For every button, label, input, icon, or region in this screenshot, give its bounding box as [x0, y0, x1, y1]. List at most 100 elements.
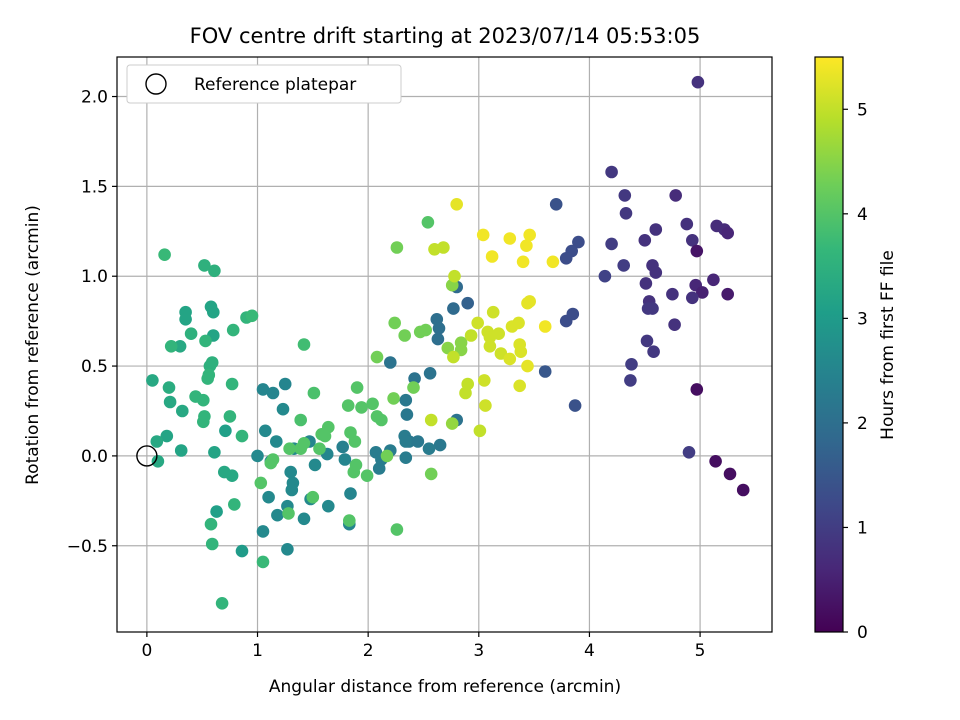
data-point: [450, 198, 464, 211]
data-point: [308, 458, 322, 472]
data-point: [521, 359, 534, 373]
data-point: [431, 332, 445, 346]
data-point: [399, 435, 413, 448]
data-point: [721, 287, 734, 301]
data-point: [424, 467, 438, 481]
data-point: [266, 386, 280, 400]
data-point: [559, 251, 573, 265]
x-tick-label: 1: [252, 641, 263, 661]
data-point: [624, 374, 637, 387]
data-point: [520, 239, 533, 252]
data-point: [197, 393, 210, 407]
data-point: [619, 207, 633, 220]
data-point: [423, 367, 437, 380]
data-point: [641, 302, 655, 315]
data-point: [707, 273, 720, 287]
data-point: [625, 358, 638, 371]
data-point: [297, 437, 311, 450]
data-point: [486, 305, 500, 319]
data-point: [686, 234, 699, 247]
colorbar-tick-label: 4: [857, 205, 868, 225]
data-point: [682, 446, 696, 459]
data-point: [256, 525, 270, 538]
data-point: [523, 228, 536, 242]
data-point: [235, 544, 249, 558]
data-point: [245, 309, 259, 323]
data-point: [208, 264, 221, 278]
data-point: [422, 442, 436, 456]
data-point: [492, 327, 506, 341]
plot-frame: [116, 56, 773, 633]
data-point: [375, 413, 388, 427]
y-tick-label: 2.0: [81, 88, 108, 108]
data-point: [572, 235, 585, 249]
x-tick-label: 3: [473, 641, 484, 661]
data-point: [384, 356, 397, 369]
data-point: [307, 386, 321, 400]
data-point: [461, 296, 475, 310]
data-point: [366, 397, 379, 411]
data-point: [164, 340, 178, 353]
data-point: [690, 383, 704, 396]
data-point: [306, 490, 320, 504]
data-point: [538, 320, 552, 333]
y-tick-label: 1.0: [81, 267, 108, 287]
data-point: [421, 216, 435, 229]
colorbar-gradient: [814, 56, 844, 633]
data-point: [669, 189, 682, 202]
y-tick-label: 0.5: [81, 357, 108, 377]
data-point: [388, 316, 402, 330]
data-point: [226, 323, 240, 337]
data-point: [512, 316, 525, 330]
data-point: [360, 469, 374, 483]
data-point: [344, 487, 357, 500]
x-tick-label: 5: [695, 641, 706, 661]
colorbar-tick-label: 3: [857, 309, 868, 329]
data-point: [355, 401, 368, 414]
data-point: [201, 372, 214, 385]
colorbar: 0 1 2 3 4 5 Hours from first FF file: [814, 56, 898, 643]
data-point: [205, 537, 219, 551]
data-point: [686, 291, 699, 305]
data-point: [256, 555, 270, 569]
grid-lines: [117, 57, 772, 632]
data-point: [174, 444, 188, 457]
reference-marker-group: [136, 445, 158, 467]
data-point: [350, 381, 364, 394]
legend-label: Reference platepar: [194, 75, 356, 95]
data-point: [690, 244, 704, 258]
data-point: [282, 507, 295, 520]
data-point: [284, 465, 298, 479]
data-point: [283, 442, 296, 456]
data-point: [398, 329, 412, 342]
data-point: [390, 241, 404, 254]
legend: Reference platepar: [126, 64, 402, 104]
data-point: [605, 165, 618, 179]
data-point: [259, 424, 272, 438]
data-point: [503, 232, 517, 245]
data-point: [225, 377, 239, 391]
data-point: [680, 217, 694, 231]
data-point: [251, 449, 264, 463]
data-point: [162, 381, 176, 394]
data-point: [336, 440, 350, 454]
data-point: [445, 417, 459, 430]
data-point: [441, 341, 455, 355]
data-point: [210, 505, 223, 518]
colorbar-ticks: 0 1 2 3 4 5: [843, 100, 868, 643]
colorbar-tick-label: 1: [857, 518, 868, 538]
data-point: [219, 424, 232, 438]
data-point: [549, 198, 563, 211]
y-tick-label: 1.5: [81, 177, 108, 197]
x-axis-ticks: 0 1 2 3 4 5: [141, 632, 705, 661]
data-point: [640, 334, 654, 348]
data-point: [276, 402, 290, 416]
y-axis-ticks: −0.5 0.0 0.5 1.0 1.5 2.0: [67, 88, 117, 557]
data-point: [348, 435, 362, 448]
data-point: [649, 266, 663, 279]
data-point: [696, 286, 709, 299]
data-point: [483, 340, 497, 353]
data-point: [647, 345, 660, 359]
chart-title: FOV centre drift starting at 2023/07/14 …: [190, 24, 701, 48]
